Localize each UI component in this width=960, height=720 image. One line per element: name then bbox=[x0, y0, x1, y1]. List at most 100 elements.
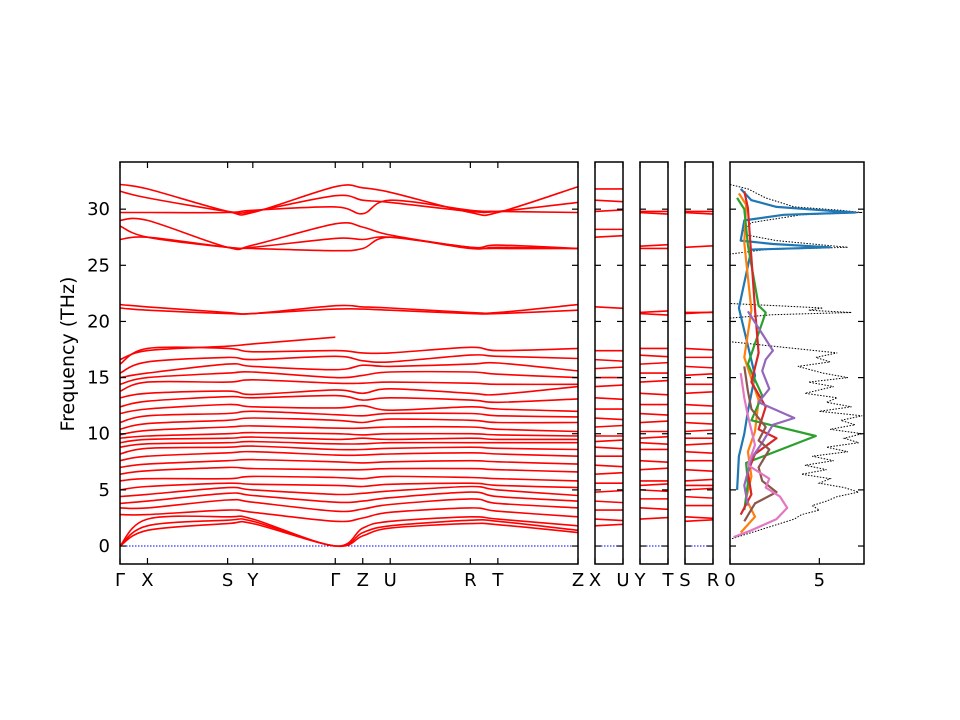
band-line-26 bbox=[684, 516, 714, 520]
band-line-24 bbox=[594, 500, 624, 504]
band-line-3 bbox=[594, 209, 624, 213]
band-line-8 bbox=[639, 354, 669, 358]
x-tick-label: T bbox=[491, 570, 504, 591]
dos-projected-line-6 bbox=[743, 366, 778, 522]
x-tick-label: S bbox=[679, 570, 690, 591]
band-line-2 bbox=[639, 211, 669, 215]
y-tick-label: 0 bbox=[99, 536, 110, 557]
band-line-6 bbox=[684, 347, 714, 351]
band-line-11 bbox=[684, 391, 714, 395]
band-line-15 bbox=[684, 429, 714, 433]
y-tick-label: 25 bbox=[87, 255, 110, 276]
band-line-29 bbox=[119, 482, 579, 491]
band-line-1 bbox=[119, 183, 579, 217]
band-line-15 bbox=[594, 424, 624, 428]
band-line-19 bbox=[119, 417, 579, 431]
band-line-8 bbox=[594, 358, 624, 362]
band-line-2 bbox=[684, 211, 714, 215]
band-line-24 bbox=[684, 495, 714, 499]
band-line-9 bbox=[639, 361, 669, 365]
band-line-26 bbox=[594, 518, 624, 522]
dos-projected-line-5 bbox=[743, 310, 796, 506]
band-line-9 bbox=[119, 336, 336, 361]
band-line-2 bbox=[594, 199, 624, 203]
band-line-23 bbox=[639, 483, 669, 487]
x-tick-label: 5 bbox=[814, 570, 825, 591]
panel-frame bbox=[729, 161, 865, 565]
x-tick-label: X bbox=[141, 570, 153, 591]
band-line-5 bbox=[684, 311, 714, 315]
band-line-31 bbox=[119, 491, 579, 505]
band-line-11 bbox=[639, 379, 669, 383]
band-line-21 bbox=[684, 478, 714, 482]
band-line-17 bbox=[639, 435, 669, 440]
band-line-17 bbox=[119, 403, 579, 415]
band-line-17 bbox=[684, 442, 714, 446]
band-line-8 bbox=[684, 365, 714, 369]
band-line-10 bbox=[119, 346, 579, 365]
x-tick-label: Y bbox=[246, 570, 259, 591]
x-tick-label: S bbox=[222, 570, 233, 591]
band-line-26 bbox=[639, 507, 669, 511]
band-line-25 bbox=[119, 450, 579, 462]
y-tick-label: 10 bbox=[87, 424, 110, 445]
dos-projected-line-4 bbox=[739, 190, 778, 516]
y-axis-label: Frequency (THz) bbox=[57, 277, 79, 432]
band-line-32 bbox=[119, 498, 579, 513]
band-line-6 bbox=[594, 306, 624, 310]
band-line-14 bbox=[684, 421, 714, 425]
band-line-26 bbox=[119, 458, 579, 469]
panel-frame bbox=[594, 161, 624, 565]
band-line-12 bbox=[639, 392, 669, 396]
band-line-15 bbox=[119, 385, 579, 399]
band-line-12 bbox=[119, 361, 579, 379]
band-line-36 bbox=[119, 520, 579, 548]
band-line-16 bbox=[119, 394, 579, 408]
x-tick-label: R bbox=[707, 570, 720, 591]
y-tick-label: 15 bbox=[87, 368, 110, 389]
band-line-21 bbox=[119, 431, 579, 439]
x-tick-label: U bbox=[384, 570, 397, 591]
dos-total-line bbox=[729, 184, 863, 540]
band-line-35 bbox=[119, 518, 579, 547]
y-tick-label: 5 bbox=[99, 480, 110, 501]
panel-frame bbox=[684, 161, 714, 565]
band-line-27 bbox=[119, 466, 579, 475]
band-line-2 bbox=[119, 190, 579, 215]
band-line-23 bbox=[594, 489, 624, 493]
dos-projected-line-7 bbox=[733, 372, 789, 539]
band-line-14 bbox=[639, 412, 669, 416]
x-tick-label: 0 bbox=[724, 570, 735, 591]
band-line-6 bbox=[119, 236, 579, 252]
band-line-17 bbox=[594, 439, 624, 443]
band-line-4 bbox=[119, 217, 579, 251]
band-line-12 bbox=[594, 397, 624, 401]
x-tick-label: Z bbox=[572, 570, 584, 591]
band-line-24 bbox=[119, 445, 579, 455]
band-line-18 bbox=[119, 410, 579, 424]
band-line-15 bbox=[639, 420, 669, 424]
band-line-27 bbox=[639, 516, 669, 520]
band-line-11 bbox=[119, 354, 579, 374]
band-line-6 bbox=[639, 312, 669, 316]
band-line-18 bbox=[684, 450, 714, 455]
band-line-20 bbox=[594, 464, 624, 468]
y-tick-label: 30 bbox=[87, 199, 110, 220]
band-line-9 bbox=[594, 366, 624, 370]
band-line-5 bbox=[639, 310, 669, 314]
band-line-20 bbox=[639, 459, 669, 463]
band-line-18 bbox=[594, 446, 624, 450]
x-tick-label: Z bbox=[357, 570, 369, 591]
band-line-27 bbox=[594, 523, 624, 527]
dos-projected-line-1 bbox=[736, 188, 857, 490]
band-line-21 bbox=[639, 467, 669, 471]
band-line-5 bbox=[594, 234, 624, 239]
band-line-18 bbox=[639, 441, 669, 446]
band-line-28 bbox=[119, 475, 579, 482]
